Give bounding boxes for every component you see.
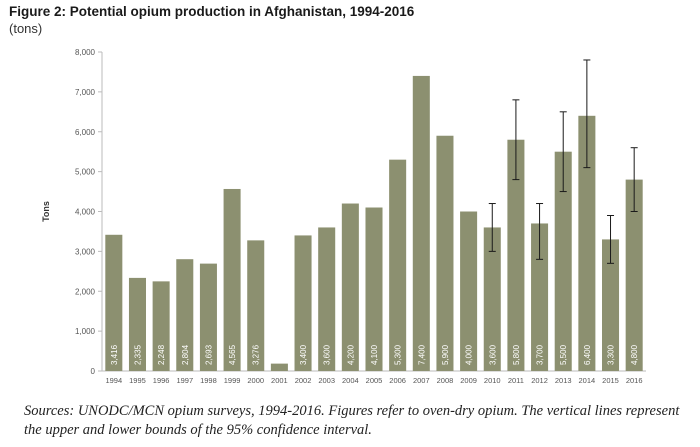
x-tick-label: 2013 — [555, 376, 572, 385]
bar — [318, 227, 336, 371]
x-tick-label: 2011 — [508, 376, 524, 385]
bar — [389, 159, 407, 371]
bar-chart: 0 1,000 2,000 3,000 4,000 5,000 6,000 7,000 8,00… — [41, 48, 646, 385]
x-tick-label: 2001 — [271, 376, 288, 385]
x-tick-label: 2004 — [342, 376, 359, 385]
x-tick-label: 2005 — [366, 376, 383, 385]
x-tick-label: 1999 — [224, 376, 241, 385]
bar-value-label: 3,300 — [607, 344, 616, 365]
y-axis-label: Tons — [41, 201, 51, 222]
bar — [105, 234, 123, 371]
bar-value-label: 4,000 — [465, 344, 474, 365]
y-tick-label: 4,000 — [75, 208, 96, 217]
bar-value-label: 4,100 — [370, 344, 379, 365]
bar — [602, 239, 620, 371]
y-tick-label: 7,000 — [75, 88, 96, 97]
bar-value-label: 4,200 — [346, 344, 355, 365]
bar-value-label: 5,900 — [441, 344, 450, 365]
bar — [247, 240, 265, 371]
bar-value-label: 3,276 — [252, 344, 261, 365]
bar — [152, 281, 170, 371]
bar-value-label: 2,693 — [204, 344, 213, 365]
x-tick-label: 2008 — [437, 376, 454, 385]
bar — [176, 259, 194, 371]
bar-value-label: 3,600 — [488, 344, 497, 365]
x-tick-label: 2009 — [460, 376, 477, 385]
x-tick-label: 1996 — [153, 376, 170, 385]
bar — [223, 188, 241, 371]
bar-value-label: 3,700 — [536, 344, 545, 365]
bar — [294, 235, 312, 371]
bar — [341, 203, 359, 371]
x-tick-label: 2003 — [318, 376, 335, 385]
bar — [365, 207, 383, 371]
chart-title: Figure 2: Potential opium production in … — [9, 4, 415, 19]
bar-value-label: 5,500 — [559, 344, 568, 365]
bar — [483, 227, 501, 371]
x-tick-label: 1995 — [129, 376, 146, 385]
x-tick-label: 2012 — [531, 376, 548, 385]
y-tick-label: 1,000 — [75, 327, 96, 336]
x-tick-label: 2010 — [484, 376, 501, 385]
y-tick-label: 0 — [91, 367, 96, 376]
x-tick-label: 2016 — [626, 376, 643, 385]
bar — [412, 75, 430, 372]
bar — [554, 151, 572, 371]
x-tick-label: 2007 — [413, 376, 430, 385]
bar — [436, 135, 454, 371]
bar — [128, 277, 146, 371]
bar-value-label: 4,565 — [228, 344, 237, 365]
bar — [507, 139, 525, 371]
bar — [531, 223, 549, 371]
bar — [625, 179, 643, 371]
x-tick-label: 2014 — [579, 376, 596, 385]
x-tick-label: 2000 — [247, 376, 264, 385]
x-tick-label: 2002 — [295, 376, 312, 385]
x-tick-label: 2015 — [602, 376, 619, 385]
bar-value-label: 3,400 — [299, 344, 308, 365]
y-tick-label: 3,000 — [75, 247, 96, 256]
bar-value-label: 3,600 — [323, 344, 332, 365]
y-tick-label: 8,000 — [75, 48, 96, 57]
bar-value-label: 6,400 — [583, 344, 592, 365]
x-tick-label: 1997 — [176, 376, 193, 385]
bar-value-label: 3,416 — [110, 344, 119, 365]
bar — [270, 363, 288, 371]
y-tick-label: 5,000 — [75, 168, 96, 177]
bar-value-label: 4,800 — [630, 344, 639, 365]
bar-value-label: 5,300 — [394, 344, 403, 365]
x-tick-label: 1998 — [200, 376, 217, 385]
bar-value-label: 5,800 — [512, 344, 521, 365]
bar-value-label: 2,248 — [157, 344, 166, 365]
x-tick-label: 1994 — [105, 376, 122, 385]
chart-subtitle: (tons) — [9, 21, 43, 36]
bar — [578, 115, 596, 371]
bar-value-label: 2,335 — [133, 344, 142, 365]
bar-value-label: 7,400 — [417, 344, 426, 365]
source-note: Sources: UNODC/MCN opium surveys, 1994-2… — [24, 403, 680, 438]
bar — [199, 263, 217, 371]
y-tick-label: 2,000 — [75, 287, 96, 296]
x-tick-label: 2006 — [389, 376, 406, 385]
bar-value-label: 2,804 — [181, 344, 190, 365]
y-tick-label: 6,000 — [75, 128, 96, 137]
bar — [460, 211, 478, 371]
